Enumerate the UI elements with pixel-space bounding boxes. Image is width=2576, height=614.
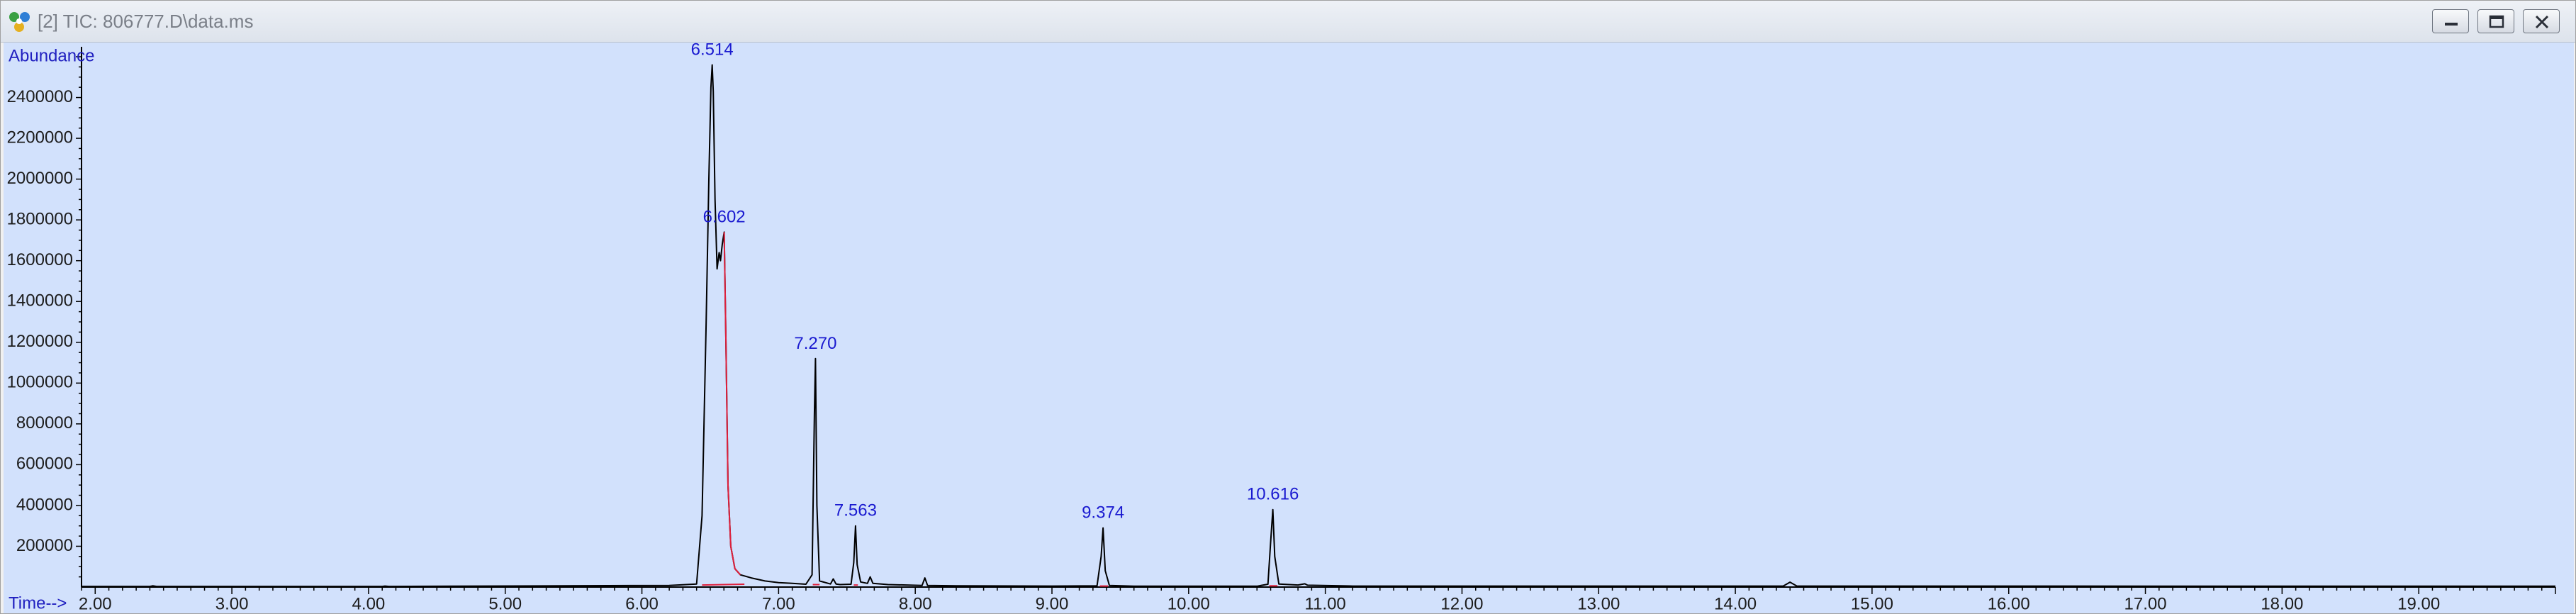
x-tick-label: 10.00 xyxy=(1167,594,1210,613)
x-tick-label: 9.00 xyxy=(1036,594,1069,613)
y-tick-label: 400000 xyxy=(16,495,73,514)
x-axis-label: Time--> xyxy=(9,593,67,613)
x-tick-label: 15.00 xyxy=(1851,594,1893,613)
y-tick-label: 1400000 xyxy=(7,291,73,311)
x-tick-label: 11.00 xyxy=(1305,594,1346,613)
peak-label: 9.374 xyxy=(1082,503,1124,523)
x-tick-label: 14.00 xyxy=(1714,594,1757,613)
axis-ticks: 2.00 3.00 4.00 5.00 6.00 7.00 8.00 9.00 10.00 11.… xyxy=(7,56,2556,613)
x-tick-label: 6.00 xyxy=(625,594,659,613)
close-button[interactable] xyxy=(2523,9,2560,33)
integration-baseline xyxy=(702,583,745,586)
x-tick-label: 18.00 xyxy=(2261,594,2303,613)
title-bar[interactable]: [2] TIC: 806777.D\data.ms xyxy=(1,1,2575,43)
x-tick-label: 3.00 xyxy=(215,594,249,613)
x-tick-label: 8.00 xyxy=(899,594,932,613)
y-tick-label: 600000 xyxy=(16,454,73,474)
tic-chromatogram-chart[interactable]: 2.00 3.00 4.00 5.00 6.00 7.00 8.00 9.00 10.00 11.… xyxy=(4,43,2574,613)
x-tick-label: 16.00 xyxy=(1988,594,2030,613)
y-tick-label: 2000000 xyxy=(7,169,73,188)
y-axis-label: Abundance xyxy=(9,46,94,65)
x-tick-label: 12.00 xyxy=(1440,594,1483,613)
peak-label: 6.602 xyxy=(703,207,746,226)
y-tick-label: 2400000 xyxy=(7,87,73,106)
maximize-icon xyxy=(2489,15,2504,28)
y-tick-label: 1000000 xyxy=(7,373,73,392)
y-tick-label: 1600000 xyxy=(7,250,73,269)
x-tick-label: 5.00 xyxy=(488,594,522,613)
y-tick-label: 2200000 xyxy=(7,128,73,147)
x-tick-label: 19.00 xyxy=(2397,594,2440,613)
peak-label: 6.514 xyxy=(691,43,734,60)
x-tick-label: 2.00 xyxy=(79,594,112,613)
peak-label: 7.270 xyxy=(794,334,836,353)
y-tick-label: 1200000 xyxy=(7,332,73,351)
x-tick-label: 7.00 xyxy=(762,594,795,613)
x-tick-label: 17.00 xyxy=(2124,594,2167,613)
y-tick-label: 200000 xyxy=(16,536,73,555)
peak-labels: 6.514 6.602 7.270 7.563 9.374 10.616 xyxy=(691,43,1299,523)
x-tick-label: 13.00 xyxy=(1577,594,1620,613)
peak-label: 7.563 xyxy=(834,501,877,520)
y-tick-label: 1800000 xyxy=(7,209,73,228)
window-title: [2] TIC: 806777.D\data.ms xyxy=(38,11,254,32)
y-tick-label: 800000 xyxy=(16,413,73,432)
chromatogram-app-icon xyxy=(9,12,30,32)
axes xyxy=(81,47,2555,588)
minimize-button[interactable] xyxy=(2432,9,2469,33)
plot-area[interactable]: 2.00 3.00 4.00 5.00 6.00 7.00 8.00 9.00 10.00 11.… xyxy=(4,43,2574,613)
minimize-icon xyxy=(2445,23,2458,26)
peak-label: 10.616 xyxy=(1247,485,1299,504)
integration-marker-line xyxy=(723,232,741,576)
maximize-button[interactable] xyxy=(2477,9,2514,33)
tic-trace-line xyxy=(82,64,2556,588)
x-tick-label: 4.00 xyxy=(352,594,386,613)
integration-baselines xyxy=(702,583,1278,587)
trace-lines xyxy=(82,64,2556,588)
close-icon xyxy=(2535,15,2549,29)
